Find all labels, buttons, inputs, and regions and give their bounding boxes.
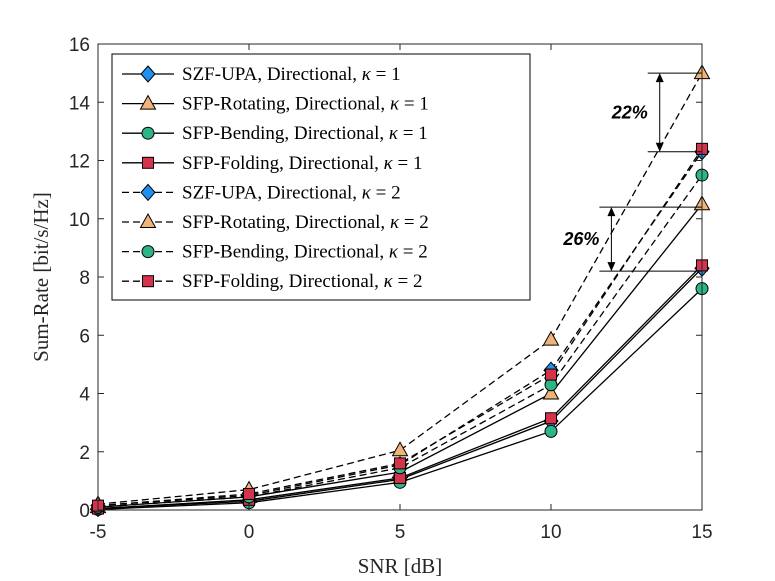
data-point bbox=[545, 368, 557, 381]
annotation-arrowhead-down bbox=[607, 262, 616, 272]
legend-marker bbox=[139, 94, 157, 110]
data-point bbox=[394, 457, 406, 470]
y-tick-label: 0 bbox=[79, 501, 90, 522]
y-tick-label: 16 bbox=[69, 35, 90, 56]
legend: SZF-UPA, Directional, κ = 1 SFP-Rotating,… bbox=[111, 53, 531, 301]
series-line bbox=[97, 148, 703, 507]
series-line bbox=[97, 151, 703, 507]
legend-label: SFP-Bending, Directional, κ = 2 bbox=[182, 242, 428, 263]
data-point bbox=[544, 424, 558, 438]
y-tick-label: 8 bbox=[79, 268, 90, 289]
legend-marker bbox=[140, 65, 156, 83]
legend-label: SZF-UPA, Directional, κ = 2 bbox=[182, 182, 401, 203]
data-point bbox=[542, 330, 560, 346]
x-axis-label: SNR [dB] bbox=[358, 554, 443, 578]
legend-label: SFP-Folding, Directional, κ = 2 bbox=[182, 271, 422, 292]
legend-marker bbox=[140, 183, 156, 202]
legend-label: SFP-Bending, Directional, κ = 1 bbox=[182, 123, 428, 144]
y-tick-label: 6 bbox=[79, 326, 90, 347]
annotation-label: 22% bbox=[611, 102, 648, 122]
legend-label: SFP-Folding, Directional, κ = 1 bbox=[182, 153, 422, 174]
legend-label: SFP-Rotating, Directional, κ = 2 bbox=[182, 212, 429, 233]
legend-label: SFP-Rotating, Directional, κ = 1 bbox=[182, 94, 429, 115]
legend-marker bbox=[141, 126, 155, 140]
y-tick-label: 2 bbox=[79, 443, 90, 464]
data-point bbox=[243, 487, 255, 500]
data-point bbox=[391, 441, 409, 457]
x-tick-label: 0 bbox=[244, 522, 255, 543]
series-line bbox=[97, 72, 703, 505]
x-tick-label: -5 bbox=[90, 522, 107, 543]
legend-label: SZF-UPA, Directional, κ = 1 bbox=[182, 64, 401, 85]
y-axis-label: Sum-Rate [bit/s/Hz] bbox=[29, 192, 53, 362]
legend-marker bbox=[139, 212, 157, 228]
data-point bbox=[545, 412, 557, 425]
y-tick-label: 14 bbox=[69, 93, 91, 114]
y-tick-label: 10 bbox=[69, 210, 90, 231]
y-tick-label: 12 bbox=[69, 152, 90, 173]
annotation-label: 26% bbox=[562, 229, 599, 249]
legend-marker bbox=[142, 156, 154, 169]
annotation-arrowhead-up bbox=[655, 73, 664, 83]
y-tick-label: 4 bbox=[79, 385, 90, 406]
x-tick-label: 15 bbox=[691, 522, 712, 543]
legend-box bbox=[111, 53, 531, 301]
x-tick-label: 5 bbox=[395, 522, 406, 543]
annotation-arrowhead-up bbox=[607, 207, 616, 217]
legend-marker bbox=[141, 245, 155, 259]
data-point bbox=[542, 384, 560, 400]
annotation-arrowhead-down bbox=[655, 142, 664, 152]
series-line bbox=[97, 174, 703, 508]
annotation-layer: 22% 26% bbox=[562, 72, 702, 272]
x-tick-label: 10 bbox=[540, 522, 561, 543]
legend-marker bbox=[142, 275, 154, 288]
